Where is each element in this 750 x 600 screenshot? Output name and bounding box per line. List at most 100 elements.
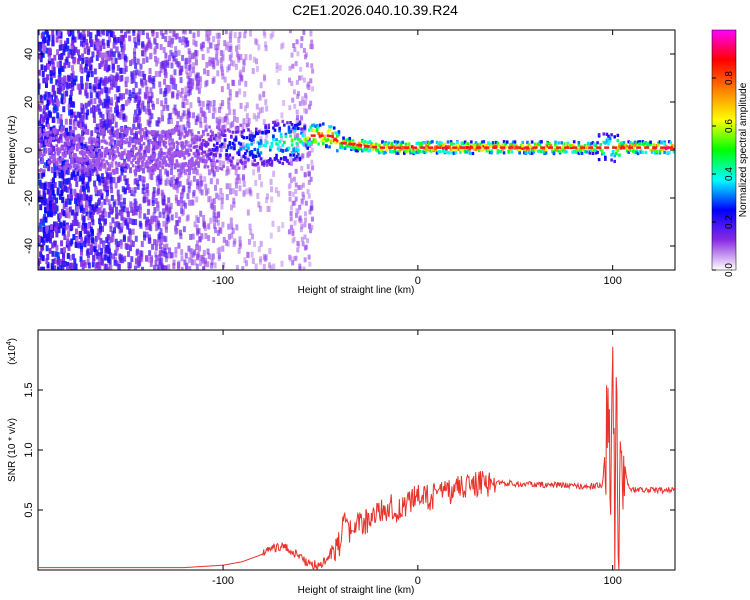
heat-cell — [443, 142, 447, 147]
heat-cell — [134, 141, 138, 145]
heat-cell — [103, 162, 107, 166]
heat-cell — [317, 125, 320, 129]
heat-cell — [58, 68, 62, 75]
heat-cell — [221, 73, 225, 80]
heat-cell — [120, 30, 124, 34]
heat-cell — [220, 193, 224, 200]
heat-cell — [146, 42, 150, 49]
heat-cell — [254, 179, 258, 186]
heat-cell — [289, 256, 293, 262]
heat-cell — [185, 99, 189, 106]
heat-cell — [73, 264, 77, 270]
heat-cell — [233, 147, 236, 151]
heat-cell — [404, 149, 408, 153]
heat-cell — [303, 54, 307, 60]
heat-cell — [101, 57, 105, 64]
heat-cell — [241, 123, 245, 130]
heat-cell — [289, 224, 293, 230]
heat-cell — [173, 166, 177, 170]
heat-cell — [88, 82, 92, 89]
heat-cell — [57, 80, 61, 87]
heat-cell — [249, 190, 253, 197]
heat-cell — [39, 143, 43, 147]
heat-cell — [187, 129, 191, 133]
snr-scale-label: (x104) — [6, 338, 18, 365]
heat-cell — [49, 74, 53, 81]
heat-cell — [264, 99, 268, 106]
heat-cell — [106, 162, 110, 166]
heat-cell — [239, 147, 242, 151]
heat-cell — [172, 30, 176, 37]
heat-cell — [268, 248, 272, 255]
heat-cell — [193, 259, 197, 266]
heat-cell — [616, 138, 620, 143]
heat-cell — [119, 67, 123, 74]
heat-cell — [530, 140, 534, 144]
heat-cell — [451, 142, 454, 146]
heat-cell — [251, 153, 255, 157]
heat-cell — [114, 154, 118, 158]
heat-cell — [39, 235, 43, 242]
heat-cell — [107, 255, 111, 262]
heat-cell — [209, 134, 213, 139]
heat-cell — [134, 126, 138, 131]
heat-cell — [632, 147, 635, 152]
heat-cell — [244, 30, 248, 34]
heat-cell — [58, 160, 62, 164]
heat-cell — [607, 142, 610, 146]
heat-cell — [133, 132, 137, 139]
heat-cell — [270, 159, 274, 163]
heat-cell — [79, 83, 83, 90]
heat-cell — [290, 143, 294, 147]
heat-cell — [47, 181, 51, 188]
heat-cell — [272, 120, 275, 125]
heat-cell — [133, 169, 137, 173]
heat-cell — [303, 257, 307, 263]
heat-cell — [191, 53, 195, 60]
heat-cell — [190, 135, 194, 142]
heat-cell — [104, 76, 108, 83]
heat-cell — [55, 160, 59, 164]
heat-cell — [187, 245, 191, 252]
heat-cell — [46, 160, 50, 167]
heat-cell — [59, 221, 63, 228]
heat-cell — [151, 192, 155, 199]
heat-cell — [155, 42, 159, 49]
heat-cell — [641, 142, 645, 146]
heat-cell — [119, 94, 123, 101]
heat-cell — [63, 75, 67, 82]
heat-cell — [126, 243, 130, 250]
heat-cell — [99, 167, 102, 172]
heat-cell — [82, 108, 86, 115]
heat-cell — [58, 148, 62, 152]
heat-cell — [304, 99, 308, 105]
heat-cell — [89, 86, 93, 93]
heat-cell — [80, 102, 84, 109]
heat-cell — [184, 57, 188, 64]
heat-cell — [62, 178, 66, 185]
heat-cell — [88, 140, 91, 144]
heat-cell — [516, 147, 520, 152]
heat-cell — [566, 143, 570, 147]
heat-cell — [158, 254, 162, 261]
heat-cell — [150, 131, 154, 135]
heat-cell — [99, 253, 103, 260]
heat-cell — [172, 154, 175, 158]
heat-cell — [234, 63, 238, 70]
heat-cell — [265, 105, 269, 112]
heat-cell — [457, 143, 461, 148]
heat-cell — [135, 249, 139, 256]
heat-cell — [167, 252, 171, 259]
heat-cell — [158, 259, 162, 266]
heat-cell — [236, 127, 239, 131]
heat-cell — [214, 133, 218, 137]
heat-cell — [65, 186, 69, 193]
heat-cell — [496, 151, 500, 155]
heat-cell — [293, 128, 297, 132]
heat-cell — [43, 65, 47, 72]
heat-cell — [488, 144, 492, 148]
heat-cell — [63, 261, 67, 268]
heat-cell — [254, 154, 258, 158]
heat-cell — [78, 157, 82, 161]
heat-cell — [188, 169, 192, 176]
